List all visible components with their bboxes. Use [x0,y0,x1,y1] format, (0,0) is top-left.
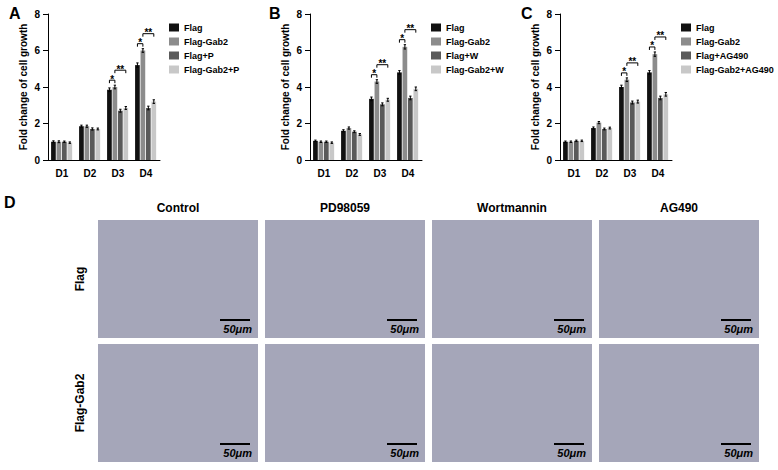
svg-text:D2: D2 [84,168,97,179]
svg-text:Fold change of cell growth: Fold change of cell growth [530,24,541,151]
svg-text:4: 4 [546,82,552,93]
svg-text:D1: D1 [568,168,581,179]
svg-text:**: ** [116,64,124,75]
svg-text:Fold change of cell growth: Fold change of cell growth [280,24,291,151]
svg-text:**: ** [406,23,414,34]
svg-text:6: 6 [296,45,302,56]
svg-text:Control: Control [157,201,200,215]
svg-text:Flag: Flag [184,23,203,33]
svg-text:**: ** [378,58,386,69]
svg-text:Flag-Gab2+W: Flag-Gab2+W [446,65,504,75]
svg-text:2: 2 [546,118,552,129]
svg-text:8: 8 [546,9,552,20]
svg-text:50μm: 50μm [557,323,586,335]
svg-text:Flag: Flag [696,23,715,33]
svg-text:Flag+W: Flag+W [446,51,479,61]
svg-text:AG490: AG490 [660,201,698,215]
svg-text:Flag: Flag [73,267,87,292]
svg-text:*: * [372,68,376,79]
svg-text:4: 4 [34,82,40,93]
svg-text:2: 2 [34,118,40,129]
svg-text:*: * [650,40,654,51]
svg-text:Flag-Gab2+AG490: Flag-Gab2+AG490 [696,65,774,75]
svg-text:4: 4 [296,82,302,93]
svg-text:D4: D4 [402,168,415,179]
svg-text:B: B [269,5,281,22]
svg-text:50μm: 50μm [223,323,252,335]
svg-text:Wortmannin: Wortmannin [477,201,547,215]
svg-text:D3: D3 [624,168,637,179]
svg-text:D1: D1 [56,168,69,179]
svg-text:50μm: 50μm [724,323,753,335]
svg-text:D3: D3 [374,168,387,179]
svg-text:*: * [622,66,626,77]
svg-text:Flag-Gab2: Flag-Gab2 [184,37,228,47]
svg-text:0: 0 [546,155,552,166]
svg-text:D2: D2 [596,168,609,179]
svg-text:50μm: 50μm [390,447,419,459]
svg-text:8: 8 [296,9,302,20]
svg-text:*: * [400,33,404,44]
svg-text:PD98059: PD98059 [320,201,370,215]
svg-text:50μm: 50μm [390,323,419,335]
svg-text:Flag-Gab2+P: Flag-Gab2+P [184,65,239,75]
svg-text:*: * [110,74,114,85]
svg-text:**: ** [144,27,152,38]
svg-text:D: D [4,194,16,211]
svg-text:0: 0 [296,155,302,166]
svg-text:A: A [9,5,21,22]
svg-text:0: 0 [34,155,40,166]
svg-text:50μm: 50μm [223,447,252,459]
svg-text:2: 2 [296,118,302,129]
svg-text:Flag+AG490: Flag+AG490 [696,51,748,61]
svg-text:D3: D3 [112,168,125,179]
svg-text:50μm: 50μm [557,447,586,459]
svg-text:*: * [138,37,142,48]
svg-text:6: 6 [546,45,552,56]
svg-text:**: ** [628,56,636,67]
svg-text:D4: D4 [140,168,153,179]
svg-text:D2: D2 [346,168,359,179]
svg-text:Flag-Gab2: Flag-Gab2 [73,373,87,432]
svg-text:C: C [521,5,533,22]
svg-text:**: ** [656,30,664,41]
svg-text:Flag-Gab2: Flag-Gab2 [696,37,740,47]
svg-text:8: 8 [34,9,40,20]
svg-text:Fold change of cell growth: Fold change of cell growth [18,24,29,151]
svg-text:Flag: Flag [446,23,465,33]
svg-text:Flag+P: Flag+P [184,51,214,61]
svg-text:D4: D4 [652,168,665,179]
svg-text:6: 6 [34,45,40,56]
svg-text:D1: D1 [318,168,331,179]
svg-text:Flag-Gab2: Flag-Gab2 [446,37,490,47]
svg-text:50μm: 50μm [724,447,753,459]
